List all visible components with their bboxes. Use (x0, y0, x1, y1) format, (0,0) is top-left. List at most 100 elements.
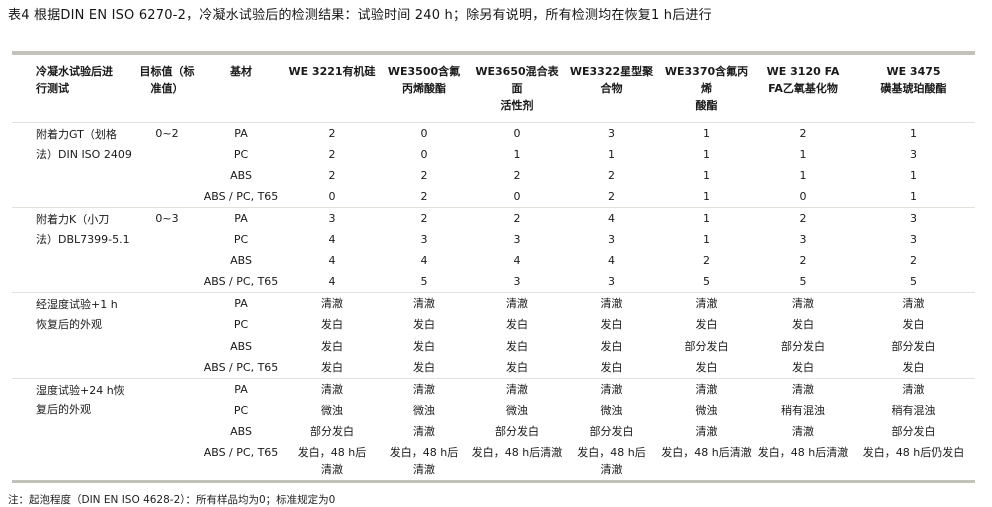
result-cell: 4 (328, 254, 336, 268)
result-cell: 部分发白 (891, 424, 936, 438)
result-cell: 4 (564, 207, 659, 230)
result-cell: 5 (703, 275, 710, 289)
result-cell: 部分发白 (589, 424, 634, 438)
result-cell: 清澈 (564, 377, 659, 400)
result-cell: 2 (799, 254, 807, 268)
substrate-cell: ABS (230, 424, 252, 438)
result-cell: 清澈 (852, 377, 975, 400)
result-cell: 2 (328, 169, 336, 183)
column-header: WE3500含氟 丙烯酸酯 (378, 52, 470, 124)
result-cell: 2 (754, 207, 852, 230)
result-cell: 部分发白 (684, 339, 729, 353)
result-cell: 1 (659, 122, 754, 145)
result-cell: 发白 (600, 318, 623, 332)
result-cell: 发白 (902, 318, 925, 332)
table-row: PC 2 0 1 1 1 1 3 (12, 144, 975, 165)
result-cell: 微浊 (506, 403, 528, 417)
result-cell: 3 (286, 207, 378, 230)
target-value-cell (138, 292, 196, 379)
table-row: ABS / PC, T65 0 2 0 2 1 0 1 (12, 186, 975, 208)
result-cell: 微浊 (695, 403, 718, 417)
substrate-cell: PC (233, 318, 249, 332)
result-cell: 1 (799, 148, 807, 162)
result-cell: 发白，48 h后 清澈 (297, 445, 367, 476)
result-cell: 3 (910, 233, 917, 247)
column-header: 基材 (196, 52, 286, 124)
result-cell: 清澈 (852, 292, 975, 315)
result-cell: 微浊 (413, 403, 435, 417)
test-name-cell: 经湿度试验+1 h 恢复后的外观 (12, 292, 138, 379)
result-cell: 1 (852, 122, 975, 145)
result-cell: 发白 (600, 339, 623, 353)
table-title: 表4 根据DIN EN ISO 6270-2，冷凝水试验后的检测结果：试验时间 … (8, 8, 712, 23)
result-cell: 清澈 (695, 424, 718, 438)
substrate-cell: PC (233, 148, 249, 162)
result-cell: 0 (799, 190, 807, 204)
result-cell: 发白，48 h后 清澈 (577, 445, 646, 476)
result-cell: 发白 (506, 339, 528, 353)
result-cell: 清澈 (470, 377, 564, 400)
table-row: 湿度试验+24 h恢 复后的外观 PA 清澈 清澈 清澈 清澈 清澈 清澈 清澈 (12, 377, 975, 482)
column-header: WE 3120 FA FA乙氧基化物 (754, 52, 852, 124)
column-header: WE3650混合表面 活性剂 (470, 52, 564, 124)
result-cell: 清澈 (564, 292, 659, 315)
table-row: ABS / PC, T65 4 5 3 3 5 5 5 (12, 271, 975, 293)
result-cell: 清澈 (470, 292, 564, 315)
target-value-cell (138, 377, 196, 482)
result-cell: 3 (608, 233, 615, 247)
result-cell: 1 (703, 148, 710, 162)
footnote: 注：起泡程度（DIN EN ISO 4628-2）：所有样品均为0；标准规定为0 (8, 493, 336, 506)
result-cell: 清澈 (792, 424, 814, 438)
result-cell: 2 (378, 207, 470, 230)
result-cell: 4 (513, 254, 521, 268)
result-cell: 清澈 (378, 292, 470, 315)
result-cell: 发白 (506, 360, 528, 374)
result-cell: 1 (513, 148, 521, 162)
column-header: WE3322星型聚 合物 (564, 52, 659, 124)
substrate-cell: ABS (230, 169, 252, 183)
substrate-cell: PA (196, 207, 286, 230)
result-cell: 微浊 (321, 403, 343, 417)
table-row: ABS 4 4 4 4 2 2 2 (12, 250, 975, 271)
table-row: 经湿度试验+1 h 恢复后的外观 PA 清澈 清澈 清澈 清澈 清澈 清澈 清澈 (12, 292, 975, 379)
result-cell: 3 (420, 233, 428, 247)
table-row: 附着力K（小刀 法）DBL7399-5.1 0~3 PA 3 2 2 4 1 2 3 (12, 207, 975, 293)
substrate-cell: PA (196, 292, 286, 315)
result-cell: 发白 (413, 339, 435, 353)
result-cell: 3 (608, 275, 615, 289)
table-row: ABS / PC, T65 发白 发白 发白 发白 发白 发白 发白 (12, 357, 975, 379)
result-cell: 清澈 (286, 377, 378, 400)
result-cell: 发白 (413, 318, 435, 332)
result-cell: 发白，48 h后 清澈 (389, 445, 459, 476)
result-cell: 1 (799, 169, 807, 183)
result-cell: 3 (799, 233, 807, 247)
substrate-cell: PA (196, 377, 286, 400)
result-cell: 5 (420, 275, 428, 289)
result-cell: 微浊 (600, 403, 623, 417)
result-cell: 1 (910, 190, 917, 204)
result-cell: 1 (703, 190, 710, 204)
result-cell: 4 (328, 275, 336, 289)
substrate-cell: ABS / PC, T65 (203, 190, 279, 204)
result-cell: 清澈 (659, 377, 754, 400)
substrate-cell: PA (196, 122, 286, 145)
result-cell: 2 (910, 254, 917, 268)
table-row: PC 微浊 微浊 微浊 微浊 微浊 稍有混浊 稍有混浊 (12, 400, 975, 421)
result-cell: 清澈 (378, 377, 470, 400)
result-cell: 0 (328, 190, 336, 204)
result-cell: 发白，48 h后清澈 (471, 445, 563, 459)
test-name-cell: 附着力K（小刀 法）DBL7399-5.1 (12, 207, 138, 293)
result-cell: 2 (608, 190, 615, 204)
test-block: 附着力K（小刀 法）DBL7399-5.1 0~3 PA 3 2 2 4 1 2 3 PC 4 3 3 3 1… (12, 207, 975, 293)
result-cell: 1 (608, 148, 615, 162)
result-cell: 发白 (321, 360, 343, 374)
result-cell: 2 (328, 148, 336, 162)
result-cell: 0 (420, 148, 428, 162)
result-cell: 2 (754, 122, 852, 145)
substrate-cell: ABS / PC, T65 (203, 445, 279, 459)
test-block: 湿度试验+24 h恢 复后的外观 PA 清澈 清澈 清澈 清澈 清澈 清澈 清澈 PC 微浊 微浊 微浊… (12, 377, 975, 482)
result-cell: 2 (420, 190, 428, 204)
substrate-cell: ABS / PC, T65 (203, 360, 279, 374)
test-block: 附着力GT（划格 法）DIN ISO 2409 0~2 PA 2 0 0 3 1 2 1 PC 2 0 1… (12, 122, 975, 208)
